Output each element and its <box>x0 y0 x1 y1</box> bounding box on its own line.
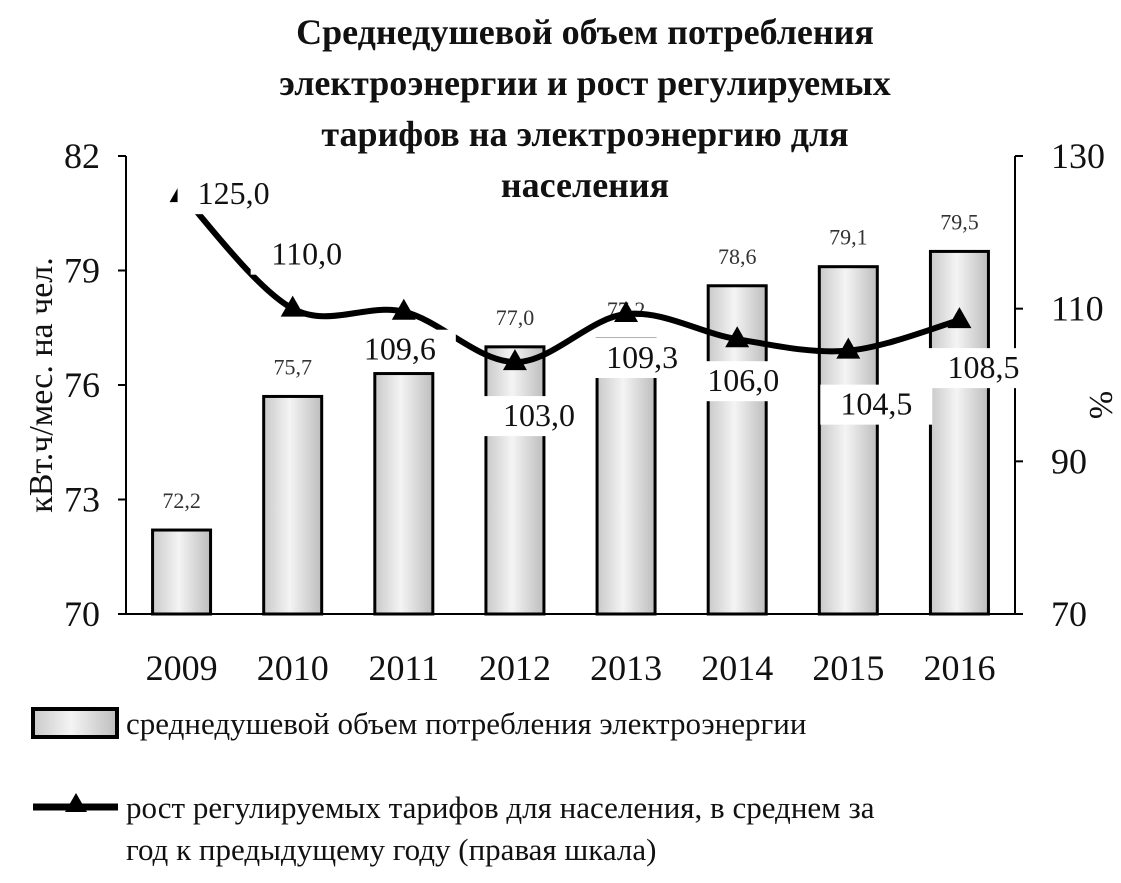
category-label: 2009 <box>146 648 218 688</box>
bar-value-label: 79,1 <box>829 225 868 250</box>
line-value-label: 106,0 <box>707 362 779 398</box>
line-value-label: 109,3 <box>606 339 678 375</box>
line-marker <box>947 307 972 329</box>
line-label-bg <box>482 396 595 437</box>
left-tick-label: 79 <box>64 251 100 291</box>
bar <box>928 249 990 616</box>
line-value-label: 109,6 <box>364 331 436 367</box>
line-marker <box>614 301 639 323</box>
right-tick-label: 90 <box>1051 441 1087 481</box>
bar-value-label: 77,0 <box>496 305 535 330</box>
right-tick-label: 110 <box>1051 289 1104 329</box>
right-tick-label: 70 <box>1051 594 1087 634</box>
legend-bar-label: среднедушевой объем потребления электроэ… <box>126 706 806 741</box>
title-line-1: Среднедушевой объем потребления <box>296 12 874 52</box>
chart-title: Среднедушевой объем потребления электроэ… <box>279 12 890 205</box>
left-tick-label: 73 <box>64 480 100 520</box>
left-axis-title: кВт.ч/мес. на чел. <box>23 257 60 513</box>
bar <box>817 265 879 616</box>
bar-value-label: 78,6 <box>718 244 757 269</box>
category-label: 2015 <box>812 648 884 688</box>
line-label-bg <box>250 234 363 275</box>
line-marker <box>725 326 750 348</box>
line-marker <box>836 337 861 359</box>
legend-line-label-1: рост регулируемых тарифов для населения,… <box>126 790 875 825</box>
right-axis-title: % <box>1082 391 1119 419</box>
right-axis-ticks: 70 90 110 130 <box>1015 136 1105 634</box>
line-value-label: 110,0 <box>271 236 342 272</box>
line-marker <box>280 295 305 317</box>
category-label: 2012 <box>479 648 551 688</box>
line-value-label: 125,0 <box>198 175 270 211</box>
title-line-2: электроэнергии и рост регулируемых <box>279 63 890 103</box>
bar-value-label: 75,7 <box>273 354 312 379</box>
title-line-3: тарифов на электроэнергию для <box>321 114 848 154</box>
line-label-bg <box>820 384 933 425</box>
category-label: 2010 <box>257 648 329 688</box>
category-labels: 2009 2010 2011 2012 2013 2014 2015 2016 <box>146 648 996 688</box>
line-value-label: 108,5 <box>947 349 1019 385</box>
line-value-label: 104,5 <box>840 386 912 422</box>
legend-line-marker <box>65 793 87 812</box>
category-label: 2011 <box>368 648 439 688</box>
category-label: 2013 <box>590 648 662 688</box>
line-value-label: 103,0 <box>503 397 575 433</box>
left-tick-label: 70 <box>64 594 100 634</box>
line-label-bg <box>927 348 1040 389</box>
left-tick-label: 82 <box>64 136 100 176</box>
legend: среднедушевой объем потребления электроэ… <box>31 706 875 867</box>
line-marker <box>502 349 527 371</box>
line-marker <box>391 298 416 320</box>
bar-value-label: 72,2 <box>162 488 201 513</box>
bar <box>373 372 435 616</box>
left-tick-label: 76 <box>64 365 100 405</box>
line-label-bg <box>343 329 456 370</box>
legend-bar-swatch <box>31 707 119 739</box>
right-tick-label: 130 <box>1051 136 1105 176</box>
bar-value-label: 79,5 <box>940 209 979 234</box>
left-axis-ticks: 70 73 76 79 82 <box>64 136 126 634</box>
bar <box>262 394 324 616</box>
line-label-bg <box>687 361 800 402</box>
legend-line-label-2: год к предыдущему году (правая шкала) <box>126 832 656 867</box>
bar <box>595 337 657 616</box>
category-label: 2016 <box>923 648 995 688</box>
line-label-bg <box>586 338 699 379</box>
category-label: 2014 <box>701 648 773 688</box>
bar <box>151 528 213 616</box>
line-label-bg <box>177 174 290 215</box>
bar <box>484 345 546 616</box>
title-line-4: населения <box>501 165 669 205</box>
